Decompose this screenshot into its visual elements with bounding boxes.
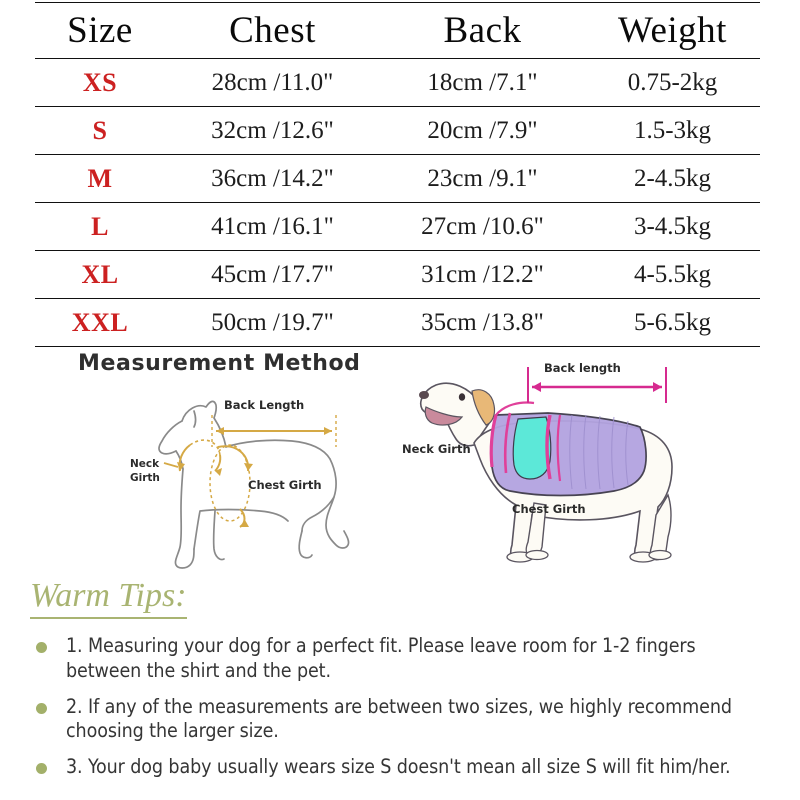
neck-girth-measure-arrow bbox=[177, 439, 222, 476]
measurement-method-section: Measurement Method bbox=[0, 345, 800, 575]
warm-tips-title: Warm Tips: bbox=[30, 578, 187, 619]
cell-weight: 5-6.5kg bbox=[585, 298, 760, 347]
cell-back: 23cm /9.1" bbox=[380, 154, 585, 203]
column-header-size: Size bbox=[35, 2, 165, 59]
list-item: 2. If any of the measurements are betwee… bbox=[30, 695, 770, 745]
column-header-chest: Chest bbox=[165, 2, 380, 59]
tip-text: 1. Measuring your dog for a perfect fit.… bbox=[66, 634, 696, 682]
cell-size: XL bbox=[35, 250, 165, 299]
list-item: 3. Your dog baby usually wears size S do… bbox=[30, 755, 770, 780]
cell-back: 35cm /13.8" bbox=[380, 298, 585, 347]
cell-chest: 41cm /16.1" bbox=[165, 202, 380, 251]
cell-weight: 0.75-2kg bbox=[585, 58, 760, 107]
neck-girth-label-line1: Neck bbox=[130, 458, 160, 470]
warm-tips-list: 1. Measuring your dog for a perfect fit.… bbox=[30, 634, 770, 791]
cell-back: 27cm /10.6" bbox=[380, 202, 585, 251]
cell-back: 31cm /12.2" bbox=[380, 250, 585, 299]
cell-size: XS bbox=[35, 58, 165, 107]
back-length-measure-arrow bbox=[527, 367, 667, 403]
bullet-icon bbox=[36, 763, 47, 774]
cell-size: S bbox=[35, 106, 165, 155]
tip-text: 2. If any of the measurements are betwee… bbox=[66, 694, 732, 743]
back-length-label: Back length bbox=[544, 361, 621, 375]
chest-girth-label: Chest Girth bbox=[512, 502, 586, 516]
back-length-measure-arrow bbox=[211, 415, 337, 447]
table-row: XL 45cm /17.7" 31cm /12.2" 4-5.5kg bbox=[35, 250, 760, 299]
cell-size: L bbox=[35, 202, 165, 251]
bullet-icon bbox=[36, 702, 47, 714]
cell-chest: 36cm /14.2" bbox=[165, 154, 380, 203]
column-header-back: Back bbox=[380, 2, 585, 59]
cell-weight: 2-4.5kg bbox=[585, 154, 760, 203]
chest-girth-measure-arrow bbox=[209, 444, 253, 528]
column-header-weight: Weight bbox=[585, 2, 760, 59]
table-row: L 41cm /16.1" 27cm /10.6" 3-4.5kg bbox=[35, 202, 760, 251]
table-row: M 36cm /14.2" 23cm /9.1" 2-4.5kg bbox=[35, 154, 760, 203]
neck-girth-label: Neck Girth bbox=[402, 442, 471, 456]
table-row: S 32cm /12.6" 20cm /7.9" 1.5-3kg bbox=[35, 106, 760, 155]
dog-outline-icon bbox=[158, 400, 350, 569]
cell-chest: 32cm /12.6" bbox=[165, 106, 380, 155]
dog-wearing-vest-diagram: Back length Neck Girth Chest Girth bbox=[400, 355, 790, 570]
cell-weight: 3-4.5kg bbox=[585, 202, 760, 251]
cell-weight: 4-5.5kg bbox=[585, 250, 760, 299]
bullet-icon bbox=[36, 642, 47, 653]
cell-chest: 50cm /19.7" bbox=[165, 298, 380, 347]
cell-back: 18cm /7.1" bbox=[380, 58, 585, 107]
neck-girth-label-line2: Girth bbox=[130, 472, 160, 484]
cell-weight: 1.5-3kg bbox=[585, 106, 760, 155]
table-row: XS 28cm /11.0" 18cm /7.1" 0.75-2kg bbox=[35, 58, 760, 107]
cell-chest: 28cm /11.0" bbox=[165, 58, 380, 107]
chest-girth-label: Chest Girth bbox=[248, 478, 322, 492]
dog-vest-icon bbox=[489, 401, 647, 497]
back-length-label: Back Length bbox=[224, 398, 304, 412]
table-header-row: Size Chest Back Weight bbox=[35, 2, 760, 59]
table-row: XXL 50cm /19.7" 35cm /13.8" 5-6.5kg bbox=[35, 298, 760, 347]
cell-size: M bbox=[35, 154, 165, 203]
line-art-dog-diagram: Back Length Neck Girth Chest Girth bbox=[120, 385, 400, 575]
list-item: 1. Measuring your dog for a perfect fit.… bbox=[30, 634, 770, 684]
size-chart-table: Size Chest Back Weight XS 28cm /11.0" 18… bbox=[35, 2, 760, 347]
cell-chest: 45cm /17.7" bbox=[165, 250, 380, 299]
cell-size: XXL bbox=[35, 298, 165, 347]
measurement-method-title: Measurement Method bbox=[78, 351, 361, 376]
tip-text: 3. Your dog baby usually wears size S do… bbox=[66, 755, 731, 778]
cell-back: 20cm /7.9" bbox=[380, 106, 585, 155]
